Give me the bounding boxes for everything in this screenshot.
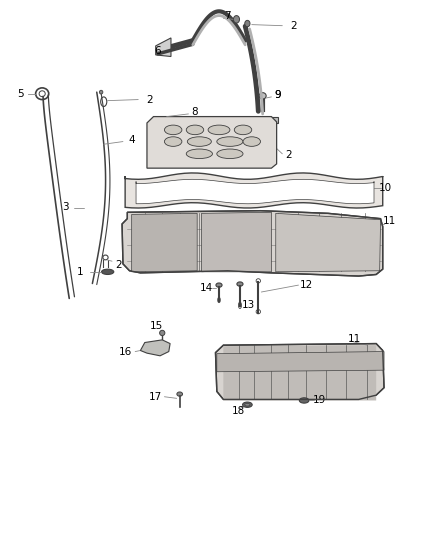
Text: 7: 7: [224, 11, 231, 21]
Ellipse shape: [245, 20, 250, 27]
Ellipse shape: [259, 93, 266, 99]
Text: 8: 8: [192, 107, 198, 117]
Ellipse shape: [164, 125, 182, 135]
Text: 4: 4: [128, 135, 135, 145]
Polygon shape: [217, 352, 384, 372]
Ellipse shape: [217, 149, 243, 159]
Text: 6: 6: [155, 46, 161, 56]
Ellipse shape: [299, 398, 309, 403]
Polygon shape: [223, 345, 376, 400]
Ellipse shape: [177, 392, 183, 396]
Ellipse shape: [237, 282, 243, 286]
Polygon shape: [141, 340, 170, 356]
Ellipse shape: [186, 149, 212, 159]
Text: 15: 15: [150, 321, 163, 331]
Ellipse shape: [234, 125, 252, 135]
Text: 10: 10: [378, 183, 392, 193]
Ellipse shape: [233, 15, 240, 23]
Ellipse shape: [102, 269, 114, 274]
Ellipse shape: [208, 125, 230, 135]
Polygon shape: [276, 213, 381, 272]
Text: 12: 12: [300, 280, 313, 290]
Text: 1: 1: [77, 267, 84, 277]
Text: 9: 9: [275, 90, 281, 100]
Polygon shape: [132, 213, 197, 272]
Text: 9: 9: [275, 90, 281, 100]
Ellipse shape: [164, 137, 182, 147]
Text: 2: 2: [286, 150, 292, 160]
Polygon shape: [147, 117, 277, 168]
Ellipse shape: [186, 125, 204, 135]
Polygon shape: [122, 211, 383, 276]
Text: 11: 11: [383, 216, 396, 227]
Text: 18: 18: [232, 406, 245, 416]
Ellipse shape: [243, 402, 252, 407]
Text: 2: 2: [290, 21, 297, 31]
Polygon shape: [215, 344, 384, 399]
Polygon shape: [201, 212, 272, 272]
Ellipse shape: [243, 137, 261, 147]
Polygon shape: [136, 179, 374, 204]
Text: 2: 2: [146, 94, 152, 104]
Text: 19: 19: [313, 395, 326, 406]
Bar: [243, 117, 278, 123]
Ellipse shape: [245, 403, 250, 406]
Text: 16: 16: [119, 346, 132, 357]
Ellipse shape: [159, 330, 165, 336]
Polygon shape: [125, 173, 383, 208]
Polygon shape: [155, 38, 171, 56]
Text: 14: 14: [200, 283, 213, 293]
Ellipse shape: [99, 90, 103, 94]
Text: 13: 13: [242, 300, 255, 310]
Ellipse shape: [187, 137, 212, 147]
Text: 3: 3: [62, 202, 69, 212]
Text: 17: 17: [149, 392, 162, 402]
Text: 11: 11: [348, 334, 361, 344]
Text: 5: 5: [17, 88, 24, 99]
Text: 2: 2: [115, 260, 122, 270]
Ellipse shape: [216, 283, 222, 287]
Ellipse shape: [217, 137, 243, 147]
